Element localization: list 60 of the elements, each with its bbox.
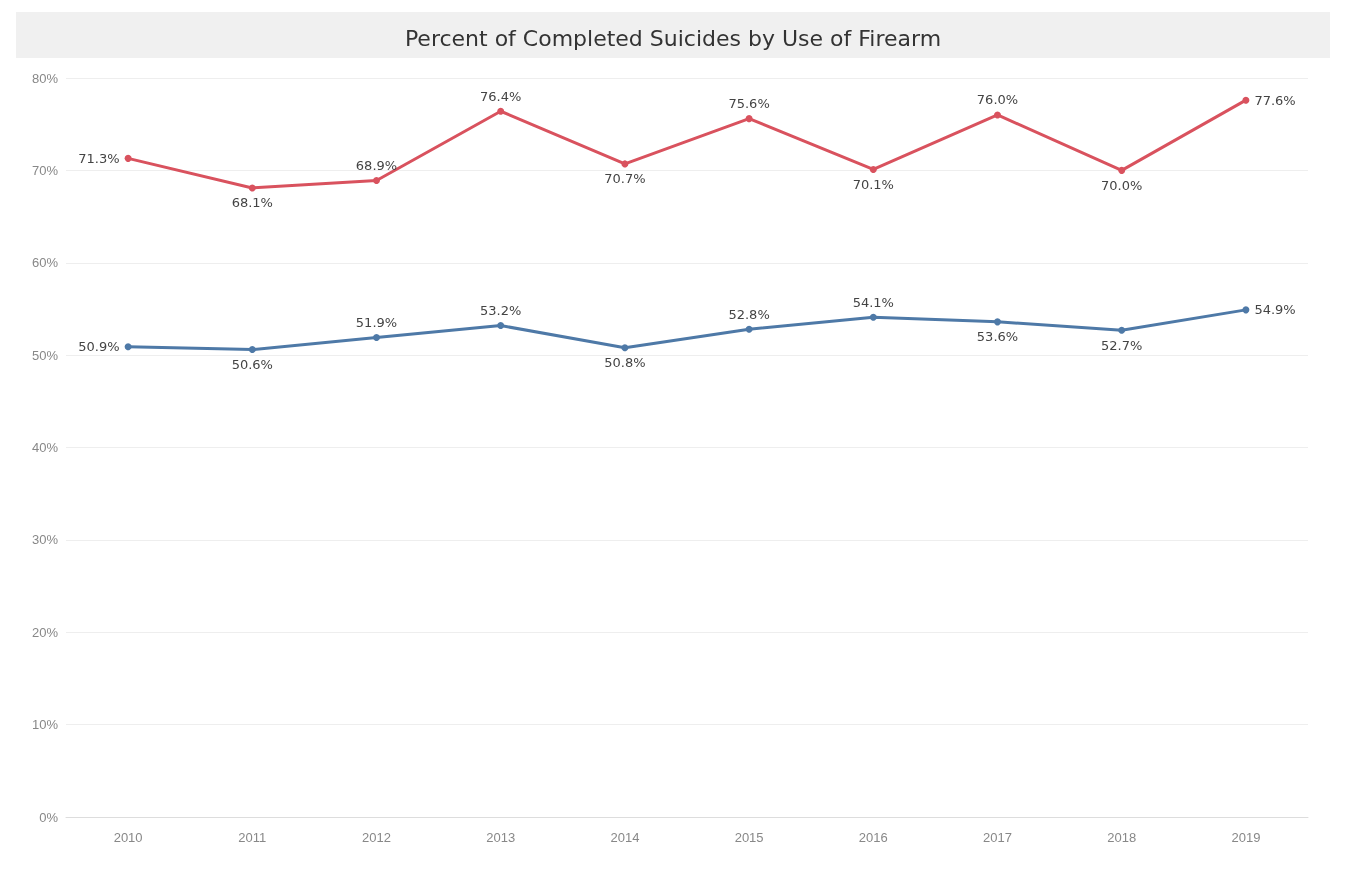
- x-tick-label: 2012: [362, 830, 391, 845]
- data-label: 50.8%: [604, 355, 646, 371]
- data-label: 76.4%: [480, 88, 522, 104]
- point: [497, 322, 505, 330]
- data-label: 70.7%: [604, 171, 646, 187]
- data-label: 70.1%: [852, 176, 894, 192]
- point: [1242, 96, 1250, 104]
- data-label: 75.6%: [728, 96, 770, 112]
- x-tick-label: 2013: [486, 830, 516, 845]
- data-label: 70.0%: [1101, 177, 1143, 193]
- point: [994, 318, 1001, 326]
- data-label: 54.9%: [1254, 302, 1296, 318]
- data-label: 51.9%: [355, 315, 398, 331]
- y-tick-label: 70%: [31, 162, 59, 178]
- x-tick-label: 2017: [983, 830, 1012, 845]
- point: [373, 334, 380, 342]
- data-label: 71.3%: [78, 150, 120, 166]
- point: [124, 343, 132, 351]
- y-tick-label: 0%: [39, 809, 59, 825]
- y-tick-label: 60%: [31, 255, 59, 271]
- y-tick-label: 80%: [31, 70, 59, 86]
- point: [248, 184, 256, 192]
- point: [869, 165, 877, 173]
- data-label: 54.1%: [852, 294, 894, 310]
- data-label: 50.9%: [78, 339, 120, 355]
- x-tick-label: 2014: [610, 830, 640, 845]
- data-label: 68.1%: [231, 195, 273, 211]
- point: [1242, 306, 1250, 314]
- y-tick-label: 10%: [31, 717, 59, 733]
- point: [1118, 326, 1126, 334]
- data-label: 76.0%: [976, 92, 1019, 108]
- x-tick-label: 2019: [1231, 830, 1261, 845]
- x-tick-label: 2011: [238, 830, 267, 845]
- point: [621, 344, 629, 352]
- y-tick-label: 20%: [31, 624, 59, 640]
- data-label: 53.6%: [976, 329, 1019, 345]
- y-tick-label: 50%: [31, 347, 59, 363]
- data-label: 53.2%: [480, 303, 522, 319]
- x-tick-label: 2016: [858, 830, 888, 845]
- point: [124, 154, 132, 162]
- point: [248, 346, 256, 354]
- point: [869, 313, 877, 321]
- point: [745, 325, 753, 333]
- y-tick-label: 30%: [31, 532, 59, 548]
- y-tick-label: 40%: [31, 440, 59, 455]
- data-label: 52.8%: [728, 306, 770, 322]
- data-label: 50.6%: [231, 357, 273, 373]
- x-tick-label: 2018: [1107, 830, 1137, 845]
- point: [621, 160, 629, 168]
- point: [1118, 166, 1126, 174]
- data-label: 52.7%: [1101, 337, 1143, 353]
- chart-title: Percent of Completed Suicides by Use of Firearm: [404, 25, 942, 51]
- point: [497, 107, 505, 115]
- point: [373, 177, 380, 185]
- data-label: 68.9%: [355, 158, 398, 174]
- x-tick-label: 2010: [113, 830, 143, 845]
- x-tick-label: 2015: [734, 830, 764, 845]
- point: [745, 115, 753, 123]
- data-label: 77.6%: [1254, 92, 1296, 108]
- point: [994, 111, 1001, 119]
